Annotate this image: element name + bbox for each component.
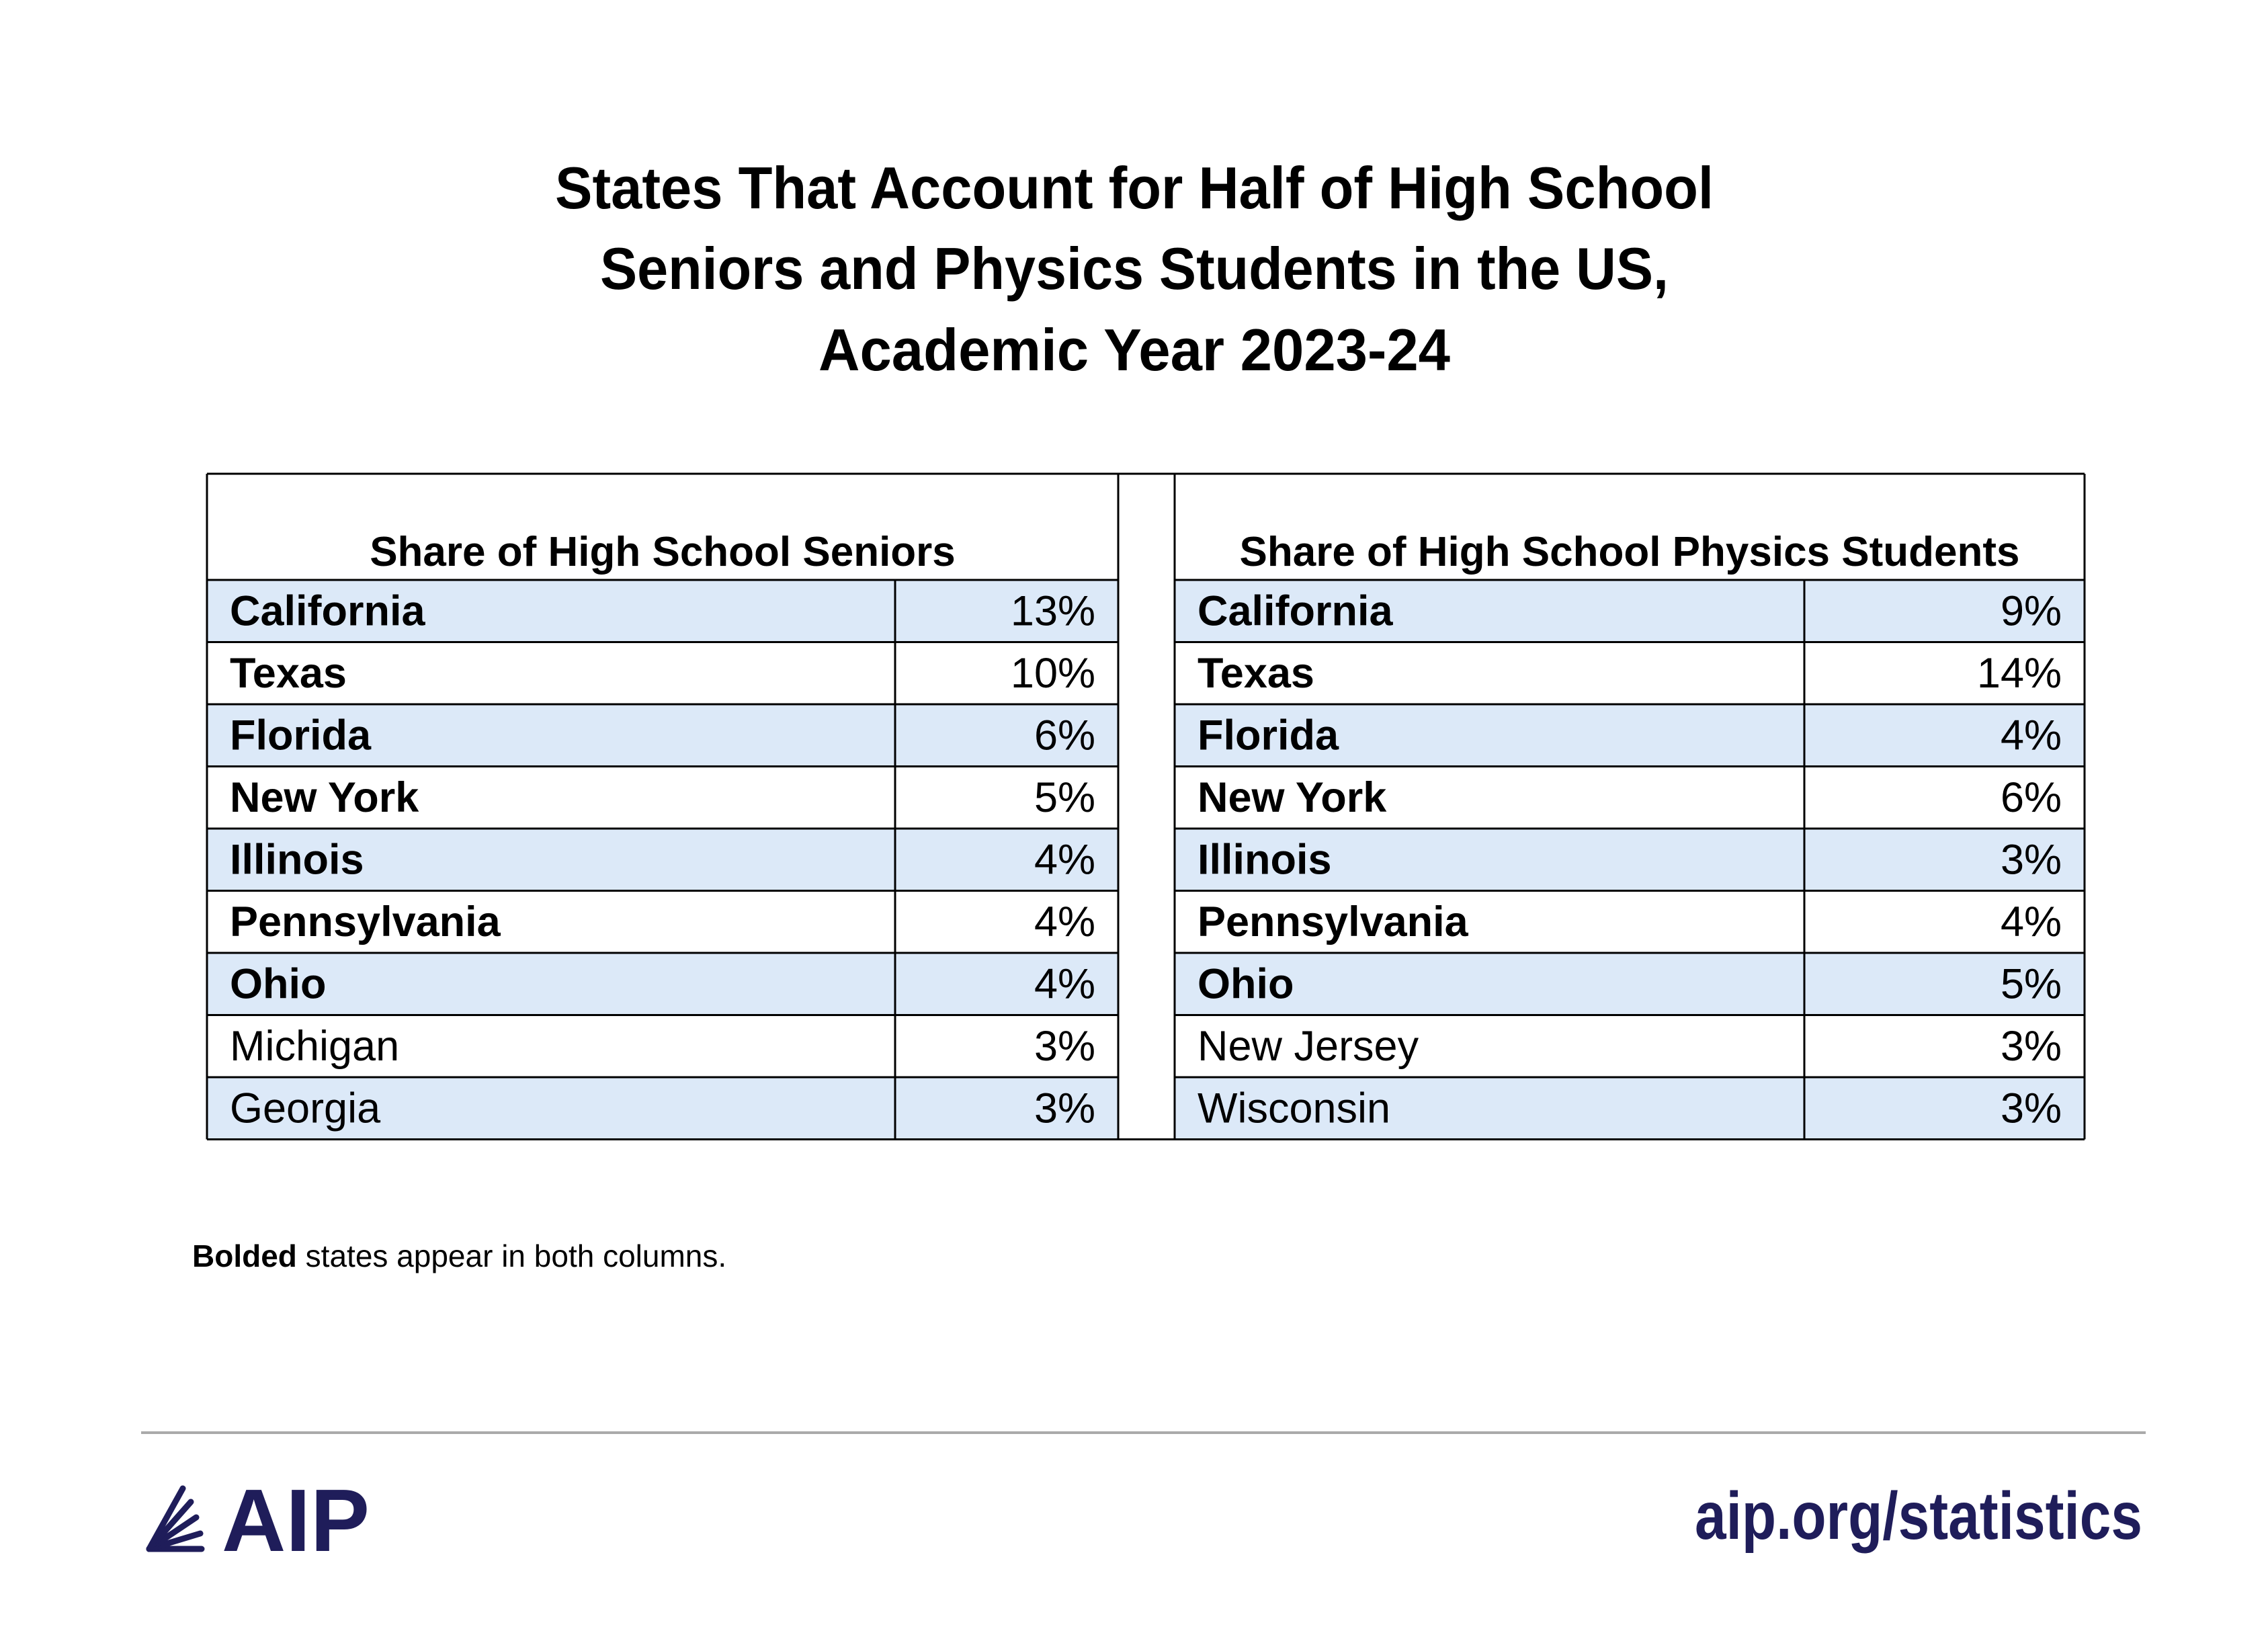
state-name: Michigan: [230, 1023, 399, 1070]
state-name: Illinois: [230, 837, 364, 884]
state-name: New Jersey: [1198, 1023, 1419, 1070]
footnote-text: states appear in both columns.: [297, 1238, 726, 1273]
row-background: [207, 829, 1118, 891]
row-background: [207, 890, 1118, 953]
row-background: [1175, 580, 2085, 642]
footnote-bold: Bolded: [192, 1238, 297, 1273]
state-name: Wisconsin: [1198, 1085, 1390, 1132]
share-value: 14%: [1977, 650, 2062, 697]
state-name: New York: [1198, 774, 1387, 821]
state-name: Pennsylvania: [230, 898, 501, 945]
row-background: [207, 1077, 1118, 1140]
state-name: Ohio: [230, 961, 326, 1008]
state-name: Florida: [230, 712, 372, 759]
share-value: 5%: [2001, 961, 2062, 1008]
share-value: 3%: [1034, 1085, 1095, 1132]
title-line: Academic Year 2023-24: [818, 317, 1450, 383]
footnote: Bolded states appear in both columns.: [192, 1238, 726, 1273]
logo-mark: [146, 1485, 205, 1552]
share-value: 10%: [1011, 650, 1095, 697]
share-value: 13%: [1011, 588, 1095, 635]
state-name: Texas: [1198, 650, 1314, 697]
share-value: 4%: [2001, 712, 2062, 759]
row-background: [1175, 766, 2085, 829]
state-name: California: [230, 588, 426, 635]
title-line: States That Account for Half of High Sch…: [555, 155, 1714, 221]
share-value: 6%: [2001, 774, 2062, 821]
state-name: Illinois: [1198, 837, 1332, 884]
table-heading: Share of High School Physics Students: [1240, 529, 2020, 575]
share-value: 3%: [1034, 1023, 1095, 1070]
logo-text: AIP: [222, 1471, 370, 1570]
state-name: Ohio: [1198, 961, 1294, 1008]
state-name: Texas: [230, 650, 347, 697]
share-value: 9%: [2001, 588, 2062, 635]
row-background: [1175, 1015, 2085, 1077]
state-name: Georgia: [230, 1085, 381, 1132]
row-background: [207, 580, 1118, 642]
state-name: California: [1198, 588, 1394, 635]
row-background: [1175, 953, 2085, 1015]
row-background: [1175, 890, 2085, 953]
state-name: Florida: [1198, 712, 1339, 759]
row-background: [207, 642, 1118, 704]
title-line: Seniors and Physics Students in the US,: [600, 235, 1669, 302]
share-value: 3%: [2001, 837, 2062, 884]
row-background: [207, 1015, 1118, 1077]
share-value: 5%: [1034, 774, 1095, 821]
row-background: [207, 953, 1118, 1015]
row-background: [1175, 642, 2085, 704]
row-background: [1175, 704, 2085, 767]
share-value: 4%: [1034, 837, 1095, 884]
share-value: 4%: [1034, 898, 1095, 945]
tables: Share of High School Seniors California 13…: [206, 472, 2086, 1140]
share-value: 4%: [2001, 898, 2062, 945]
share-value: 4%: [1034, 961, 1095, 1008]
share-value: 3%: [2001, 1023, 2062, 1070]
row-background: [207, 766, 1118, 829]
share-value: 3%: [2001, 1085, 2062, 1132]
footer-url: aip.org/statistics: [1695, 1478, 2142, 1554]
row-background: [1175, 829, 2085, 891]
table-heading: Share of High School Seniors: [370, 529, 956, 575]
state-name: New York: [230, 774, 419, 821]
row-background: [1175, 1077, 2085, 1140]
row-background: [207, 704, 1118, 767]
share-value: 6%: [1034, 712, 1095, 759]
state-name: Pennsylvania: [1198, 898, 1469, 945]
